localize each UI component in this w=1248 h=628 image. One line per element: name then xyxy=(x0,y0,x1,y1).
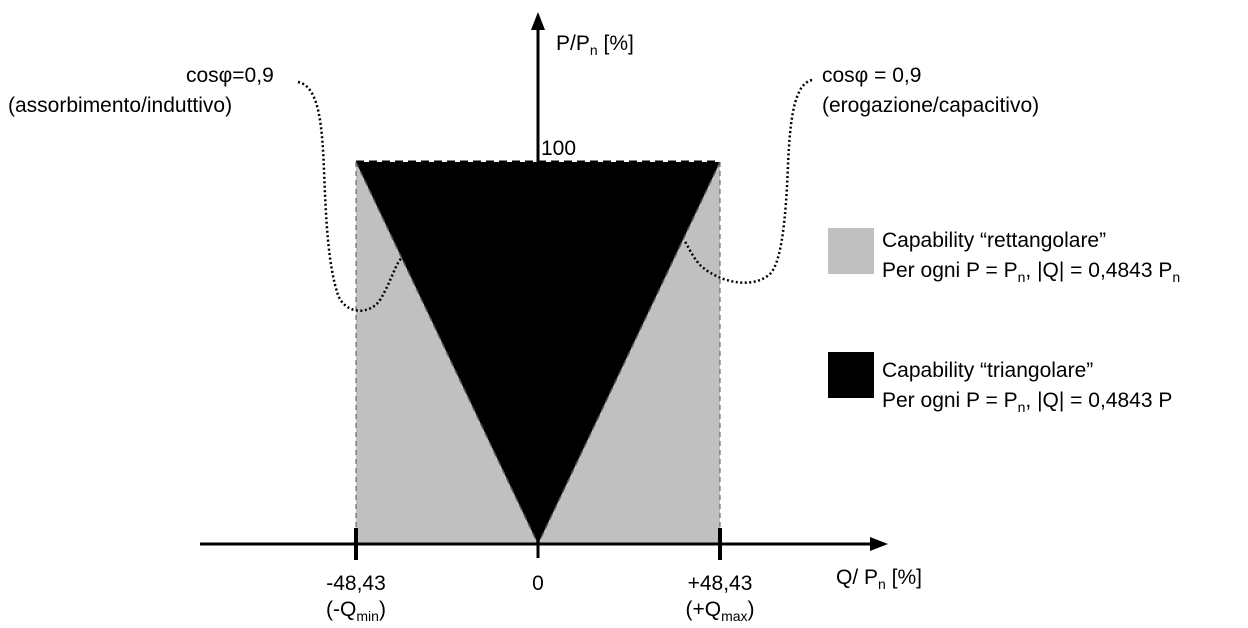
tick-label-plus: +48,43 xyxy=(687,572,753,595)
tick-label-100: 100 xyxy=(541,137,577,160)
triangle-right-dashed-edge xyxy=(537,161,721,545)
y-axis-arrow xyxy=(531,12,545,30)
legend-triangular-title: Capability “triangolare” xyxy=(882,359,1094,382)
triangle-left-dashed-edge xyxy=(355,161,539,545)
y-axis-label: P/Pn [%] xyxy=(556,32,634,59)
tick-note-qmin: (-Qmin) xyxy=(326,598,386,625)
x-axis-arrow xyxy=(870,537,888,551)
legend-triangular-swatch xyxy=(828,352,874,398)
annotation-right-cosphi: cosφ = 0,9 xyxy=(822,64,922,87)
x-axis-label: Q/ Pn [%] xyxy=(836,566,922,593)
tick-label-minus: -48,43 xyxy=(326,572,386,595)
tick-note-qmax: (+Qmax) xyxy=(685,598,755,625)
cosphi-left-dotted-curve xyxy=(297,80,403,312)
tick-label-zero: 0 xyxy=(532,572,544,595)
legend-rectangular-title: Capability “rettangolare” xyxy=(882,229,1107,252)
annotation-right-mode: (erogazione/capacitivo) xyxy=(822,94,1040,117)
legend-rectangular-swatch xyxy=(828,228,874,274)
annotation-left-mode: (assorbimento/induttivo) xyxy=(8,94,233,117)
legend-triangular-desc: Per ogni P = Pn, |Q| = 0,4843 P xyxy=(882,389,1173,416)
annotation-left-cosphi: cosφ=0,9 xyxy=(186,64,274,87)
legend-rectangular-desc: Per ogni P = Pn, |Q| = 0,4843 Pn xyxy=(882,259,1181,286)
